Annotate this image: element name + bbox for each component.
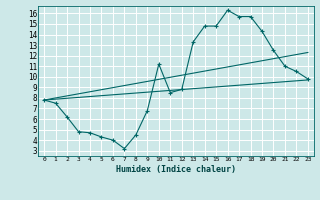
X-axis label: Humidex (Indice chaleur): Humidex (Indice chaleur) bbox=[116, 165, 236, 174]
